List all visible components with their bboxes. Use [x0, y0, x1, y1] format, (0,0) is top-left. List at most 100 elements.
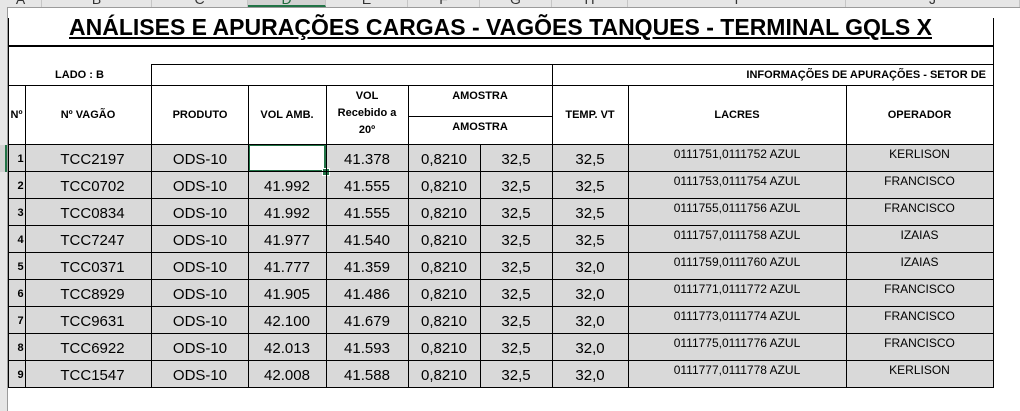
densidade-cell[interactable]: 0,8210: [421, 313, 467, 330]
lacres-cell[interactable]: 0111757,0111758 AZUL: [673, 228, 801, 242]
densidade-cell[interactable]: 0,8210: [421, 259, 467, 276]
produto-cell[interactable]: ODS-10: [172, 313, 228, 330]
column-header-c[interactable]: C: [152, 0, 248, 7]
column-header-f[interactable]: F: [408, 0, 480, 7]
vol-rec-cell[interactable]: 41.593: [344, 340, 390, 357]
vol-amb-cell[interactable]: 42.008: [264, 367, 310, 384]
column-header-e[interactable]: E: [326, 0, 408, 7]
produto-cell[interactable]: ODS-10: [172, 286, 228, 303]
row-number[interactable]: 1: [17, 153, 24, 165]
amostra-temp-cell[interactable]: 32,5: [501, 313, 531, 330]
temp-cell[interactable]: 32,0: [575, 286, 605, 303]
active-cell-selection[interactable]: [248, 144, 326, 172]
header-vol-amb[interactable]: VOL AMB.: [260, 109, 314, 121]
vol-rec-cell[interactable]: 41.486: [344, 286, 390, 303]
amostra-temp-cell[interactable]: 32,5: [501, 286, 531, 303]
lacres-cell[interactable]: 0111773,0111774 AZUL: [673, 309, 801, 323]
row-number[interactable]: 2: [17, 180, 24, 192]
vol-amb-cell[interactable]: 42.100: [264, 313, 310, 330]
temp-cell[interactable]: 32,5: [575, 232, 605, 249]
operador-cell[interactable]: FRANCISCO: [884, 201, 955, 215]
temp-cell[interactable]: 32,0: [575, 340, 605, 357]
amostra-temp-cell[interactable]: 32,5: [501, 259, 531, 276]
amostra-temp-cell[interactable]: 32,5: [501, 151, 531, 168]
vol-rec-cell[interactable]: 41.378: [344, 151, 390, 168]
column-header-a[interactable]: A: [0, 0, 42, 7]
vagao-cell[interactable]: TCC0702: [60, 178, 125, 195]
lacres-cell[interactable]: 0111771,0111772 AZUL: [673, 282, 801, 296]
column-header-g[interactable]: G: [480, 0, 552, 7]
operador-cell[interactable]: IZAIAS: [900, 255, 939, 269]
vagao-cell[interactable]: TCC7247: [60, 232, 125, 249]
vagao-cell[interactable]: TCC0834: [60, 205, 125, 222]
produto-cell[interactable]: ODS-10: [172, 367, 228, 384]
sheet-title[interactable]: ANÁLISES E APURAÇÕES CARGAS - VAGÕES TAN…: [69, 14, 932, 40]
operador-cell[interactable]: IZAIAS: [900, 228, 939, 242]
column-header-j[interactable]: J: [846, 0, 1020, 7]
operador-cell[interactable]: FRANCISCO: [884, 282, 955, 296]
operador-cell[interactable]: FRANCISCO: [884, 336, 955, 350]
produto-cell[interactable]: ODS-10: [172, 232, 228, 249]
row-number[interactable]: 9: [17, 369, 24, 381]
row-number[interactable]: 3: [17, 207, 24, 219]
header-vagao[interactable]: Nº VAGÃO: [60, 109, 116, 121]
vagao-cell[interactable]: TCC9631: [60, 313, 125, 330]
lacres-cell[interactable]: 0111753,0111754 AZUL: [673, 174, 801, 188]
column-header-d[interactable]: D: [248, 0, 326, 7]
produto-cell[interactable]: ODS-10: [172, 259, 228, 276]
vol-amb-cell[interactable]: 41.977: [264, 232, 310, 249]
densidade-cell[interactable]: 0,8210: [421, 205, 467, 222]
produto-cell[interactable]: ODS-10: [172, 151, 228, 168]
vol-amb-cell[interactable]: 42.013: [264, 340, 310, 357]
vol-amb-cell[interactable]: 41.992: [264, 205, 310, 222]
lacres-cell[interactable]: 0111755,0111756 AZUL: [673, 201, 801, 215]
lacres-cell[interactable]: 0111759,0111760 AZUL: [673, 255, 801, 269]
amostra-temp-cell[interactable]: 32,5: [501, 205, 531, 222]
header-num[interactable]: Nº: [10, 109, 23, 121]
column-header-i[interactable]: I: [628, 0, 846, 7]
header-lacres[interactable]: LACRES: [714, 109, 760, 121]
vagao-cell[interactable]: TCC6922: [60, 340, 125, 357]
header-amostra-bottom[interactable]: AMOSTRA: [452, 121, 508, 133]
temp-cell[interactable]: 32,0: [575, 367, 605, 384]
densidade-cell[interactable]: 0,8210: [421, 367, 467, 384]
operador-cell[interactable]: FRANCISCO: [884, 309, 955, 323]
amostra-temp-cell[interactable]: 32,5: [501, 178, 531, 195]
column-header-b[interactable]: B: [42, 0, 152, 7]
vol-rec-cell[interactable]: 41.555: [344, 205, 390, 222]
vol-rec-cell[interactable]: 41.588: [344, 367, 390, 384]
vol-rec-cell[interactable]: 41.679: [344, 313, 390, 330]
header-produto[interactable]: PRODUTO: [172, 109, 228, 121]
operador-cell[interactable]: KERLISON: [889, 363, 950, 377]
temp-cell[interactable]: 32,0: [575, 259, 605, 276]
lacres-cell[interactable]: 0111751,0111752 AZUL: [673, 147, 801, 161]
vol-amb-cell[interactable]: 41.777: [264, 259, 310, 276]
lacres-cell[interactable]: 0111775,0111776 AZUL: [673, 336, 801, 350]
vol-rec-cell[interactable]: 41.359: [344, 259, 390, 276]
header-operador[interactable]: OPERADOR: [887, 109, 952, 121]
densidade-cell[interactable]: 0,8210: [421, 151, 467, 168]
header-amostra-top[interactable]: AMOSTRA: [452, 90, 508, 102]
densidade-cell[interactable]: 0,8210: [421, 232, 467, 249]
lacres-cell[interactable]: 0111777,0111778 AZUL: [673, 363, 801, 377]
densidade-cell[interactable]: 0,8210: [421, 178, 467, 195]
operador-cell[interactable]: FRANCISCO: [884, 174, 955, 188]
row-number[interactable]: 5: [17, 261, 24, 273]
temp-cell[interactable]: 32,5: [575, 151, 605, 168]
amostra-temp-cell[interactable]: 32,5: [501, 232, 531, 249]
densidade-cell[interactable]: 0,8210: [421, 340, 467, 357]
column-header-h[interactable]: H: [552, 0, 628, 7]
row-number[interactable]: 4: [17, 234, 24, 246]
row-number[interactable]: 7: [17, 315, 24, 327]
vagao-cell[interactable]: TCC1547: [60, 367, 125, 384]
vol-rec-cell[interactable]: 41.540: [344, 232, 390, 249]
amostra-temp-cell[interactable]: 32,5: [501, 367, 531, 384]
lado-label[interactable]: LADO : B: [55, 69, 104, 81]
vagao-cell[interactable]: TCC8929: [60, 286, 125, 303]
operador-cell[interactable]: KERLISON: [889, 147, 950, 161]
vagao-cell[interactable]: TCC0371: [60, 259, 125, 276]
vol-rec-cell[interactable]: 41.555: [344, 178, 390, 195]
header-temp[interactable]: TEMP. VT: [565, 109, 615, 121]
produto-cell[interactable]: ODS-10: [172, 340, 228, 357]
info-label[interactable]: INFORMAÇÕES DE APURAÇÕES - SETOR DE: [746, 69, 986, 81]
